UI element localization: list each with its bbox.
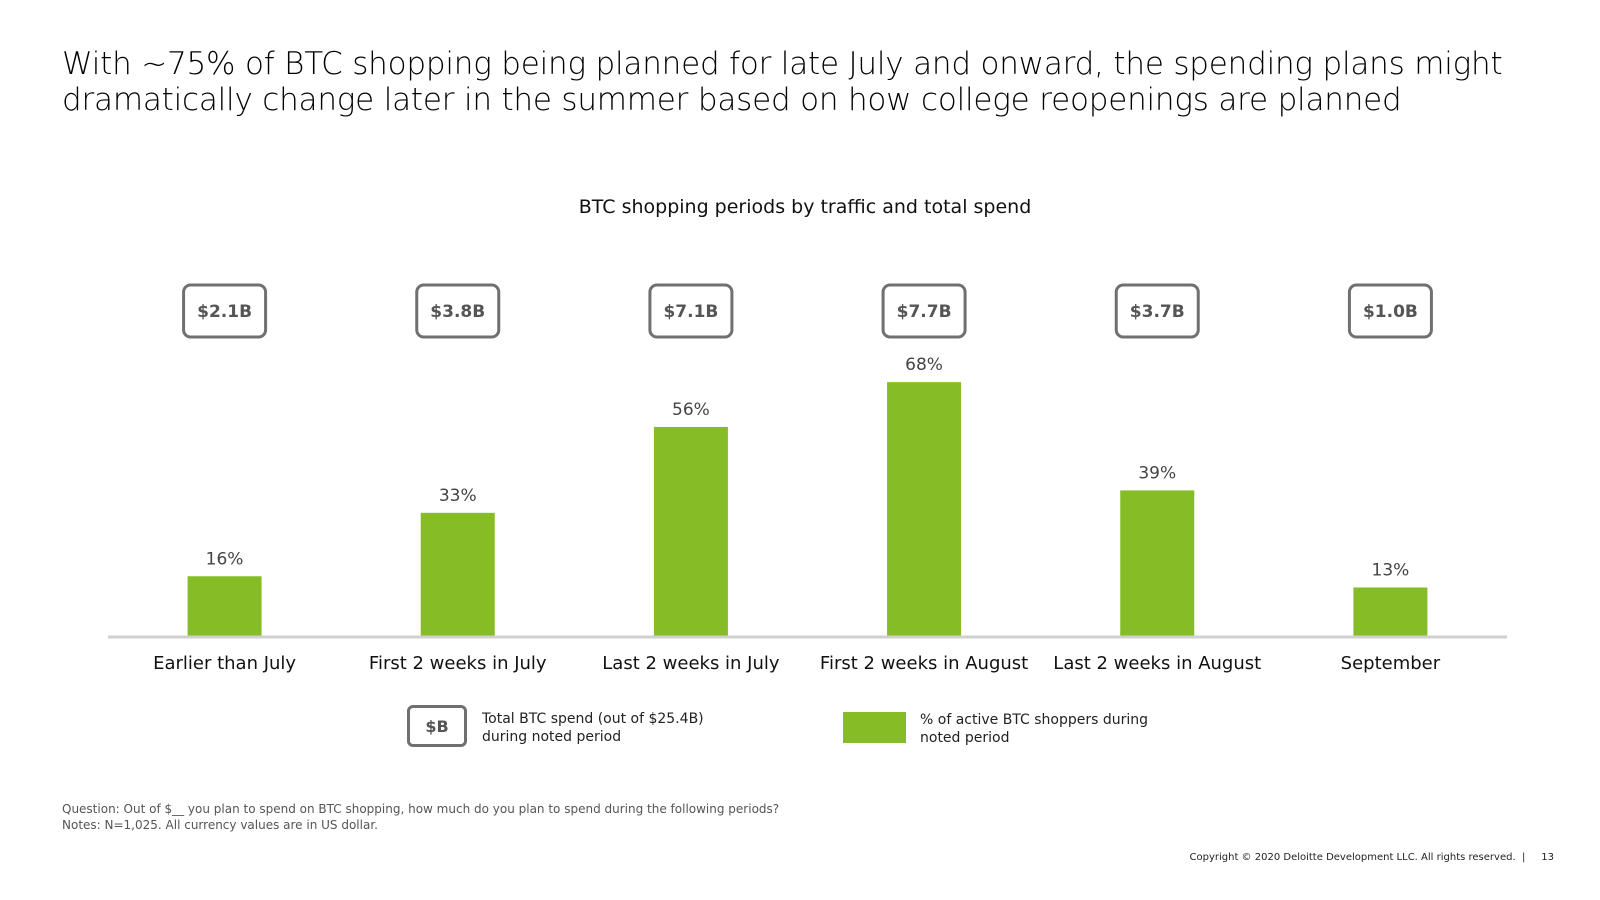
category-label: First 2 weeks in August (820, 653, 1028, 674)
bar-value-label: 68% (905, 355, 943, 375)
footnotes: Question: Out of $__ you plan to spend o… (62, 801, 779, 833)
copyright-text: Copyright © 2020 Deloitte Development LL… (1189, 852, 1516, 863)
legend-spend-box: $B (407, 705, 467, 747)
bar-4 (887, 382, 962, 636)
bar-value-label: 13% (1372, 560, 1410, 580)
spend-box (415, 283, 501, 339)
bar-value-label: 16% (206, 549, 244, 569)
legend-spend-text: Total BTC spend (out of $25.4B) during n… (482, 711, 704, 745)
spend-box-label: $3.7B (1130, 302, 1185, 322)
legend-bar-text: % of active BTC shoppers during noted pe… (920, 712, 1149, 746)
spend-box (1114, 283, 1200, 339)
spend-box (182, 283, 268, 339)
spend-box-label: $3.8B (430, 302, 485, 322)
spend-box-label: $2.1B (197, 302, 252, 322)
spend-box-label: $7.1B (663, 302, 718, 322)
spend-box (881, 283, 967, 339)
bars (187, 382, 1428, 636)
bar-value-label: 56% (672, 400, 710, 420)
category-label: First 2 weeks in July (369, 653, 547, 674)
bar-6 (1353, 587, 1428, 636)
chart-title: BTC shopping periods by traffic and tota… (579, 196, 1032, 218)
bar-1 (187, 576, 262, 636)
spend-box (648, 283, 734, 339)
category-label: September (1341, 653, 1441, 674)
spend-box (1347, 283, 1433, 339)
question-note: Question: Out of $__ you plan to spend o… (62, 802, 780, 816)
bar-value-label: 39% (1138, 463, 1176, 483)
bar-2 (420, 512, 495, 636)
legend-bar-swatch (843, 712, 906, 743)
page-number: 13 (1541, 852, 1554, 863)
category-label: Earlier than July (153, 653, 296, 674)
page-footer: Copyright © 2020 Deloitte Development LL… (1190, 852, 1554, 863)
footer-divider: | (1518, 852, 1539, 863)
x-axis-tick-labels: Earlier than July First 2 weeks in July La… (153, 653, 1441, 674)
bar-5 (1120, 490, 1195, 636)
sample-note: Notes: N=1,025. All currency values are … (62, 818, 378, 832)
bar-value-labels: 16% 33% 56% 68% 39% 13% (206, 355, 1410, 580)
bar-3 (653, 426, 728, 636)
slide-title: With ~75% of BTC shopping being planned … (62, 46, 1503, 118)
spend-box-label: $7.7B (897, 302, 952, 322)
category-label: Last 2 weeks in August (1053, 653, 1261, 674)
bar-value-label: 33% (439, 486, 477, 506)
spend-boxes: $2.1B $3.8B $7.1B $7.7B $3.7B $1.0B (182, 283, 1433, 339)
spend-box-label: $1.0B (1363, 302, 1418, 322)
category-label: Last 2 weeks in July (602, 653, 780, 674)
